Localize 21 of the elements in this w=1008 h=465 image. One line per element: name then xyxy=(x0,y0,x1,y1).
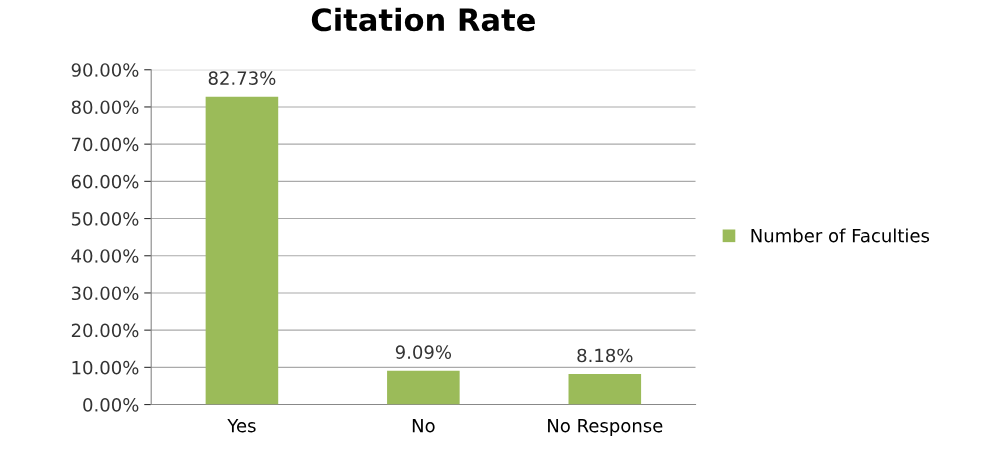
y-tick-label: 70.00% xyxy=(72,137,139,152)
bar xyxy=(205,96,279,405)
data-label: 82.73% xyxy=(208,71,276,85)
x-tick-label: No xyxy=(412,418,435,433)
y-tick-label: 50.00% xyxy=(71,212,139,226)
bar xyxy=(568,374,642,405)
legend-label: Number of Faculties xyxy=(751,228,930,243)
y-tick-label: 90.00% xyxy=(71,63,139,77)
y-tick-label: 80.00% xyxy=(71,100,139,115)
y-tick-label: 20.00% xyxy=(71,323,139,338)
y-tick-label: 60.00% xyxy=(71,174,139,189)
data-label: 9.09% xyxy=(395,345,452,359)
y-tick-label: 0.00% xyxy=(83,398,139,412)
y-tick-label: 10.00% xyxy=(72,360,139,375)
data-label: 8.18% xyxy=(577,348,633,363)
chart-title: Citation Rate xyxy=(311,7,535,32)
x-tick-label: No Response xyxy=(548,418,663,436)
x-tick-label: Yes xyxy=(227,418,256,433)
y-tick-label: 30.00% xyxy=(71,286,139,301)
bar xyxy=(387,370,460,405)
y-tick-label: 40.00% xyxy=(71,249,139,263)
